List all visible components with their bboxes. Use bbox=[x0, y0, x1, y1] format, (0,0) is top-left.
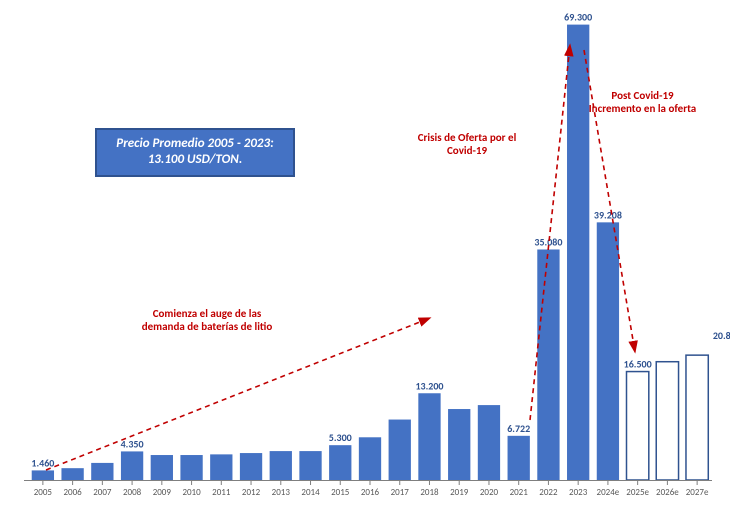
avg-price-line1: Precio Promedio 2005 - 2023: bbox=[107, 136, 283, 152]
avg-price-box: Precio Promedio 2005 - 2023: 13.100 USD/… bbox=[95, 128, 295, 177]
value-label-2024e: 39.208 bbox=[594, 208, 622, 221]
lithium-price-chart: 2005 2006 2007 2008 2009 2010 2011 2012 2013 2014… bbox=[0, 0, 730, 530]
annotation-postcovid: Post Covid-19 Incremento en la oferta bbox=[560, 90, 725, 115]
bar-2024e bbox=[597, 222, 619, 480]
xtick-2020: 2020 bbox=[480, 487, 499, 498]
xtick-2018: 2018 bbox=[420, 487, 439, 498]
xtick-2019: 2019 bbox=[450, 487, 469, 498]
bar-2008 bbox=[121, 451, 143, 480]
xtick-2016: 2016 bbox=[361, 487, 380, 498]
xtick-2007: 2007 bbox=[93, 487, 112, 498]
xtick-2021: 2021 bbox=[510, 487, 529, 498]
bar-2018 bbox=[418, 393, 440, 480]
value-label-2018: 13.200 bbox=[415, 379, 443, 392]
bar-2006 bbox=[61, 468, 83, 480]
xtick-2023: 2023 bbox=[569, 487, 588, 498]
xtick-2025e: 2025e bbox=[626, 487, 649, 498]
xtick-2022: 2022 bbox=[539, 487, 558, 498]
xtick-2012: 2012 bbox=[242, 487, 261, 498]
bar-2026e bbox=[656, 362, 678, 480]
xtick-2009: 2009 bbox=[153, 487, 172, 498]
bar-2016 bbox=[359, 437, 381, 480]
bar-2019 bbox=[448, 409, 470, 480]
annotation-covid-l1: Crisis de Oferta por el bbox=[392, 132, 542, 145]
bar-2014 bbox=[299, 451, 321, 480]
bar-2022 bbox=[537, 249, 559, 480]
annotation-demand: Comienza el auge de las demanda de bater… bbox=[112, 308, 302, 333]
xtick-2026e: 2026e bbox=[656, 487, 679, 498]
bar-2020 bbox=[478, 405, 500, 480]
bar-2025e bbox=[627, 372, 649, 480]
xtick-2010: 2010 bbox=[182, 487, 201, 498]
xtick-2027e: 2027e bbox=[686, 487, 709, 498]
xtick-2006: 2006 bbox=[63, 487, 82, 498]
xtick-2005: 2005 bbox=[34, 487, 53, 498]
xtick-2013: 2013 bbox=[272, 487, 291, 498]
value-label-2023: 69.300 bbox=[564, 11, 592, 24]
value-label-undefined: 20.833 bbox=[713, 329, 730, 342]
bar-2011 bbox=[210, 454, 232, 480]
xtick-2017: 2017 bbox=[391, 487, 410, 498]
xtick-2014: 2014 bbox=[301, 487, 320, 498]
value-label-2025e: 16.500 bbox=[624, 358, 652, 371]
annotation-demand-l1: Comienza el auge de las bbox=[112, 308, 302, 321]
annotation-demand-l2: demanda de baterías de litio bbox=[112, 321, 302, 334]
annotation-covid: Crisis de Oferta por el Covid-19 bbox=[392, 132, 542, 157]
value-label-2021: 6.722 bbox=[507, 422, 530, 435]
bar-2021 bbox=[508, 436, 530, 480]
bar-2007 bbox=[91, 463, 113, 480]
annotation-postcovid-l1: Post Covid-19 bbox=[560, 90, 725, 103]
value-label-2015: 5.300 bbox=[329, 431, 352, 444]
value-label-2005: 1.460 bbox=[31, 456, 54, 469]
bar-2009 bbox=[151, 455, 173, 480]
bar-2010 bbox=[180, 455, 202, 480]
annotation-covid-l2: Covid-19 bbox=[392, 145, 542, 158]
bar-2017 bbox=[389, 420, 411, 480]
bar-2005 bbox=[32, 470, 54, 480]
bar-2012 bbox=[240, 453, 262, 480]
xtick-2015: 2015 bbox=[331, 487, 350, 498]
xtick-2011: 2011 bbox=[212, 487, 231, 498]
bar-2015 bbox=[329, 445, 351, 480]
annotation-postcovid-l2: Incremento en la oferta bbox=[560, 103, 725, 116]
bar-2013 bbox=[270, 451, 292, 480]
avg-price-line2: 13.100 USD/TON. bbox=[107, 152, 283, 168]
xtick-2024e: 2024e bbox=[597, 487, 620, 498]
bar-2027e bbox=[686, 355, 708, 480]
xtick-2008: 2008 bbox=[123, 487, 142, 498]
